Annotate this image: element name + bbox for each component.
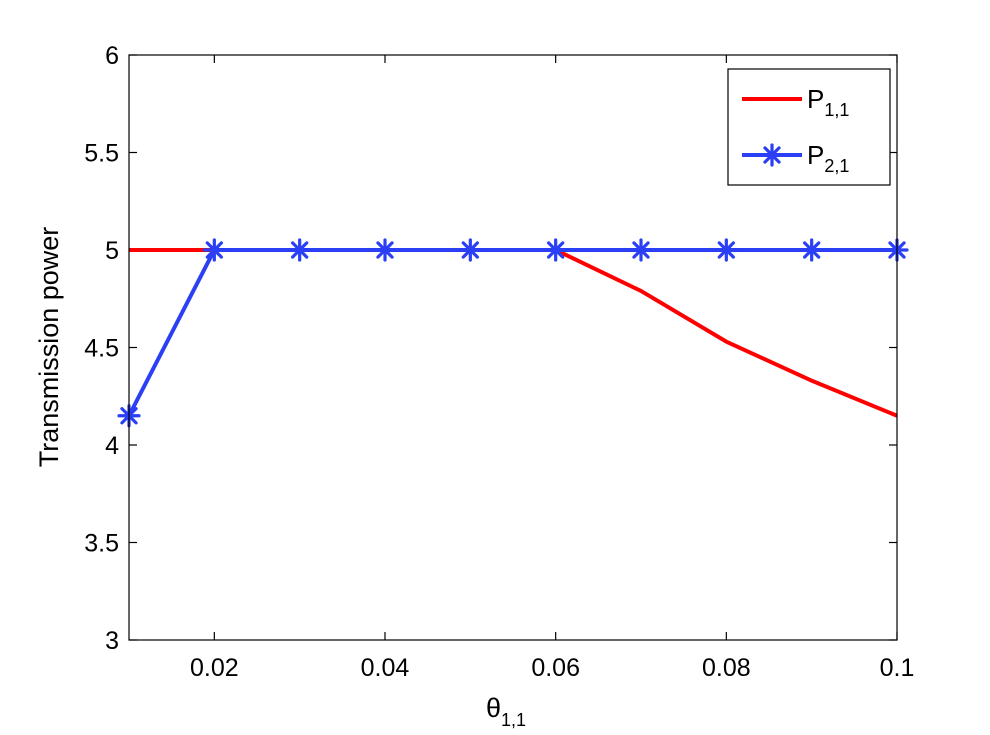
x-tick-label: 0.02 [190,654,239,682]
x-tick-label: 0.04 [361,654,410,682]
data-point-marker [629,238,653,262]
data-point-marker [544,238,568,262]
x-axis-label-symbol: θ [486,693,501,723]
legend: P1,1 P2,1 [727,68,891,186]
data-point-marker [288,238,312,262]
x-axis-label: θ1,1 [486,693,526,730]
x-tick-label: 0.1 [880,654,915,682]
x-axis-label-subscript: 1,1 [501,710,526,730]
legend-label-p21-subscript: 2,1 [824,156,849,176]
legend-label-p11-name: P [807,84,824,114]
data-point-marker [202,238,226,262]
y-tick-label: 4 [105,432,119,460]
data-point-marker [458,238,482,262]
series-line-1 [129,248,898,418]
y-tick-label: 3.5 [84,530,119,558]
x-axis-ticks: 0.02 0.04 0.06 0.08 0.1 [190,55,914,682]
legend-asterisk-marker [760,143,784,167]
series-layer [117,238,909,428]
y-tick-label: 5 [105,237,119,265]
data-point-marker [714,238,738,262]
legend-label-p21-name: P [807,140,824,170]
data-point-marker [800,238,824,262]
legend-label-p11-subscript: 1,1 [824,100,849,120]
y-tick-label: 6 [105,42,119,70]
x-tick-label: 0.08 [702,654,751,682]
legend-label-p11: P1,1 [807,84,849,120]
y-tick-label: 3 [105,627,119,655]
legend-box [727,68,891,186]
x-tick-label: 0.06 [531,654,580,682]
y-tick-label: 4.5 [84,335,119,363]
plot-area-frame [128,54,898,641]
data-point-marker [373,238,397,262]
series-line-2 [127,248,897,417]
legend-label-p21: P2,1 [807,140,849,176]
legend-marker-p21 [760,143,784,167]
y-tick-label: 5.5 [84,140,119,168]
y-axis-label: Transmission power [34,227,64,468]
